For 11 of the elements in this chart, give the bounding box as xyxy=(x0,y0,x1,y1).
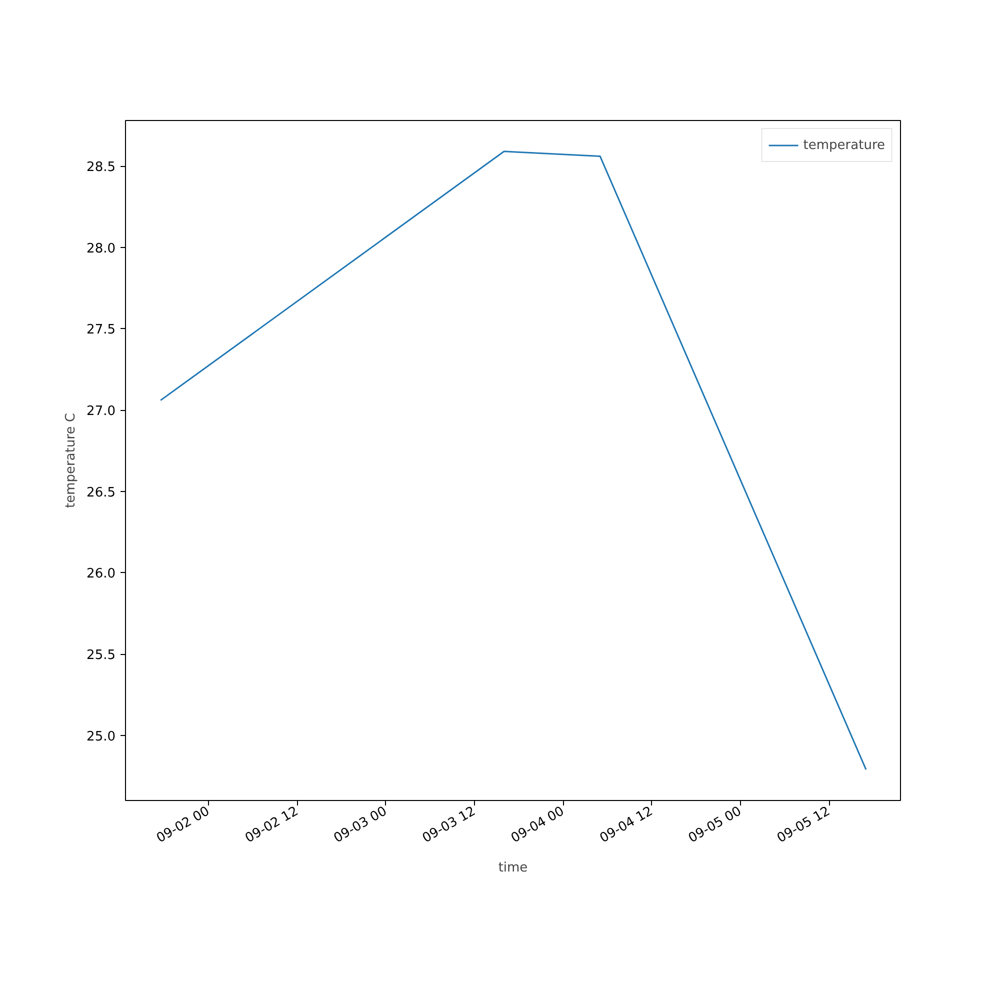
y-tick-label: 25.0 xyxy=(86,729,116,744)
x-axis-title: time xyxy=(498,860,528,876)
y-tick-label: 25.5 xyxy=(86,648,116,664)
y-tick-label: 26.5 xyxy=(86,485,116,500)
y-tick-label: 26.0 xyxy=(86,566,116,582)
y-tick-label: 28.0 xyxy=(86,241,116,256)
y-tick-label: 28.5 xyxy=(86,160,116,176)
y-tick-label: 27.5 xyxy=(86,322,116,338)
y-axis-title: temperature C xyxy=(64,413,79,508)
y-tick-label: 27.0 xyxy=(86,404,116,420)
legend-label: temperature xyxy=(803,138,885,152)
